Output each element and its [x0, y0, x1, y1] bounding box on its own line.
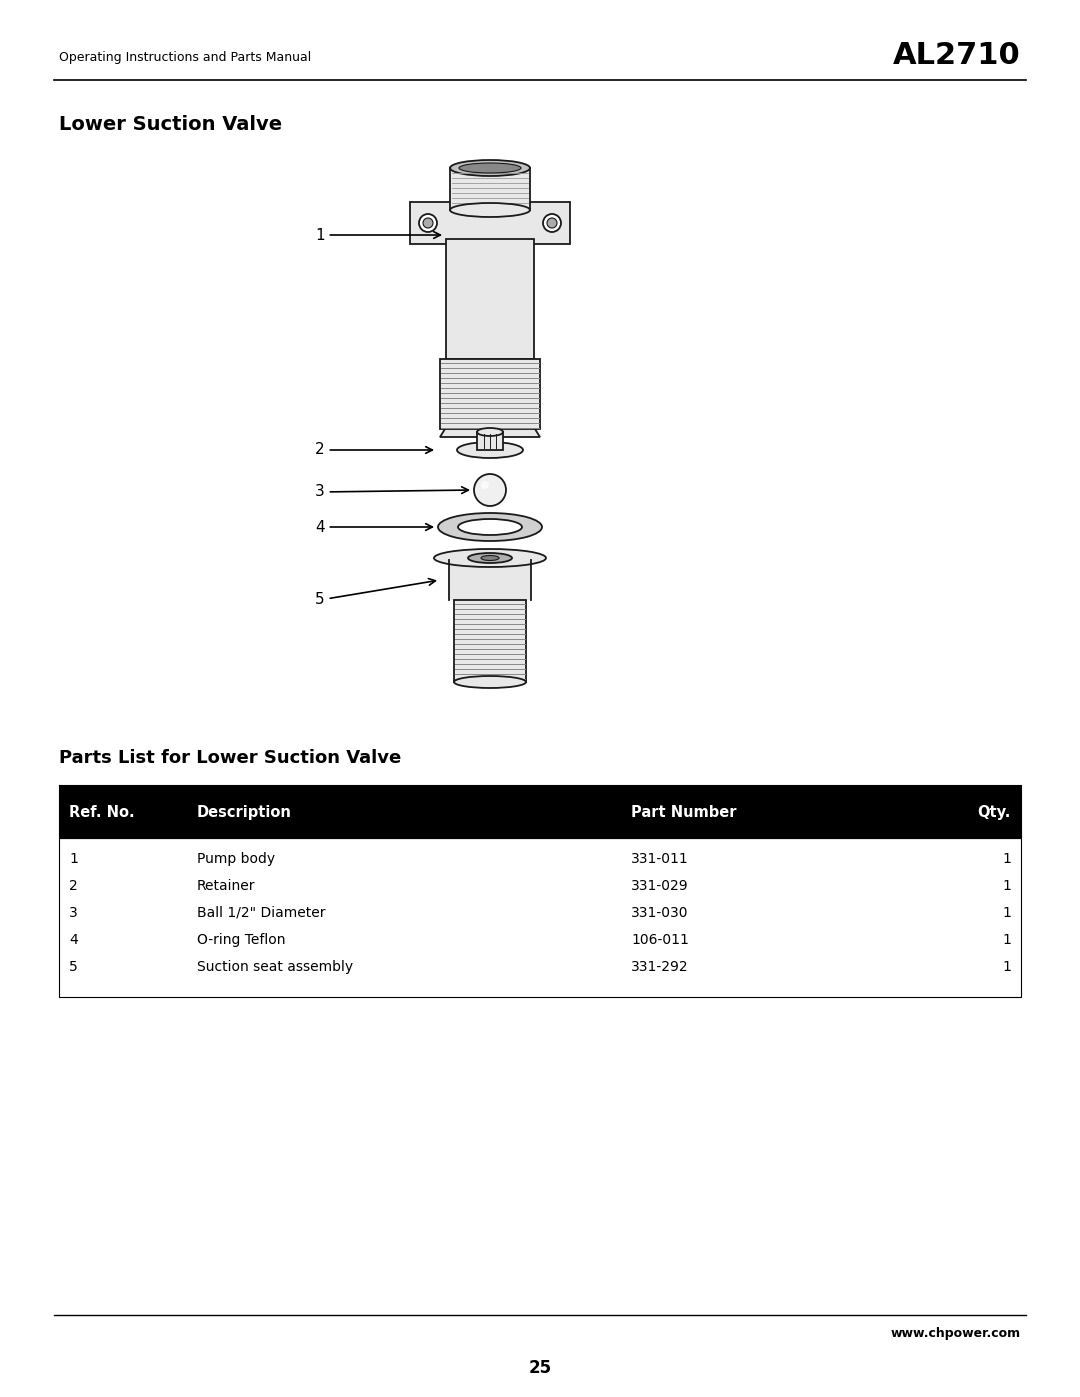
Text: Retainer: Retainer — [197, 879, 256, 893]
Bar — [438, 525, 458, 529]
Circle shape — [423, 218, 433, 228]
Text: Qty.: Qty. — [977, 805, 1011, 820]
Circle shape — [546, 218, 557, 228]
Bar — [440, 359, 540, 429]
Bar — [410, 203, 570, 244]
Ellipse shape — [481, 556, 499, 560]
Bar — [449, 560, 531, 599]
Bar — [477, 432, 503, 450]
Ellipse shape — [477, 427, 503, 436]
Circle shape — [481, 481, 489, 489]
Text: AL2710: AL2710 — [893, 41, 1021, 70]
Text: Description: Description — [197, 805, 292, 820]
Text: O-ring Teflon: O-ring Teflon — [197, 933, 285, 947]
Text: 2: 2 — [315, 443, 432, 457]
Text: 1: 1 — [1002, 960, 1011, 974]
Ellipse shape — [438, 513, 542, 541]
Ellipse shape — [457, 441, 523, 458]
Text: 106-011: 106-011 — [631, 933, 689, 947]
Text: 5: 5 — [315, 578, 435, 608]
Text: Operating Instructions and Parts Manual: Operating Instructions and Parts Manual — [59, 52, 311, 64]
Text: 1: 1 — [1002, 879, 1011, 893]
Text: 4: 4 — [69, 933, 78, 947]
Text: Lower Suction Valve: Lower Suction Valve — [59, 116, 282, 134]
Text: 1: 1 — [1002, 933, 1011, 947]
Bar — [454, 599, 526, 682]
Ellipse shape — [454, 676, 526, 687]
Ellipse shape — [434, 549, 546, 567]
Text: Suction seat assembly: Suction seat assembly — [197, 960, 353, 974]
Text: 331-029: 331-029 — [631, 879, 689, 893]
Ellipse shape — [458, 520, 522, 535]
Text: 3: 3 — [69, 907, 78, 921]
Text: 5: 5 — [69, 960, 78, 974]
Text: 1: 1 — [1002, 907, 1011, 921]
Bar — [59, 785, 1021, 840]
Text: www.chpower.com: www.chpower.com — [891, 1327, 1021, 1340]
Text: 4: 4 — [315, 520, 432, 535]
Bar — [522, 525, 542, 529]
Text: 331-292: 331-292 — [631, 960, 689, 974]
Text: 1: 1 — [1002, 852, 1011, 866]
Ellipse shape — [468, 553, 512, 563]
Text: 25: 25 — [528, 1359, 552, 1377]
Text: Ref. No.: Ref. No. — [69, 805, 135, 820]
Text: Parts List for Lower Suction Valve: Parts List for Lower Suction Valve — [59, 749, 402, 767]
Circle shape — [543, 214, 561, 232]
Text: 1: 1 — [69, 852, 78, 866]
Bar — [450, 168, 530, 210]
Text: 331-011: 331-011 — [631, 852, 689, 866]
Text: 1: 1 — [315, 228, 441, 243]
Text: 3: 3 — [315, 485, 469, 500]
Text: Part Number: Part Number — [631, 805, 737, 820]
Ellipse shape — [450, 203, 530, 217]
Circle shape — [419, 214, 437, 232]
Ellipse shape — [450, 161, 530, 176]
Text: 2: 2 — [69, 879, 78, 893]
Bar — [446, 239, 534, 359]
Text: Ball 1/2" Diameter: Ball 1/2" Diameter — [197, 907, 325, 921]
Ellipse shape — [459, 163, 521, 173]
Text: 331-030: 331-030 — [631, 907, 689, 921]
Circle shape — [474, 474, 507, 506]
Text: Pump body: Pump body — [197, 852, 275, 866]
Polygon shape — [440, 429, 540, 437]
